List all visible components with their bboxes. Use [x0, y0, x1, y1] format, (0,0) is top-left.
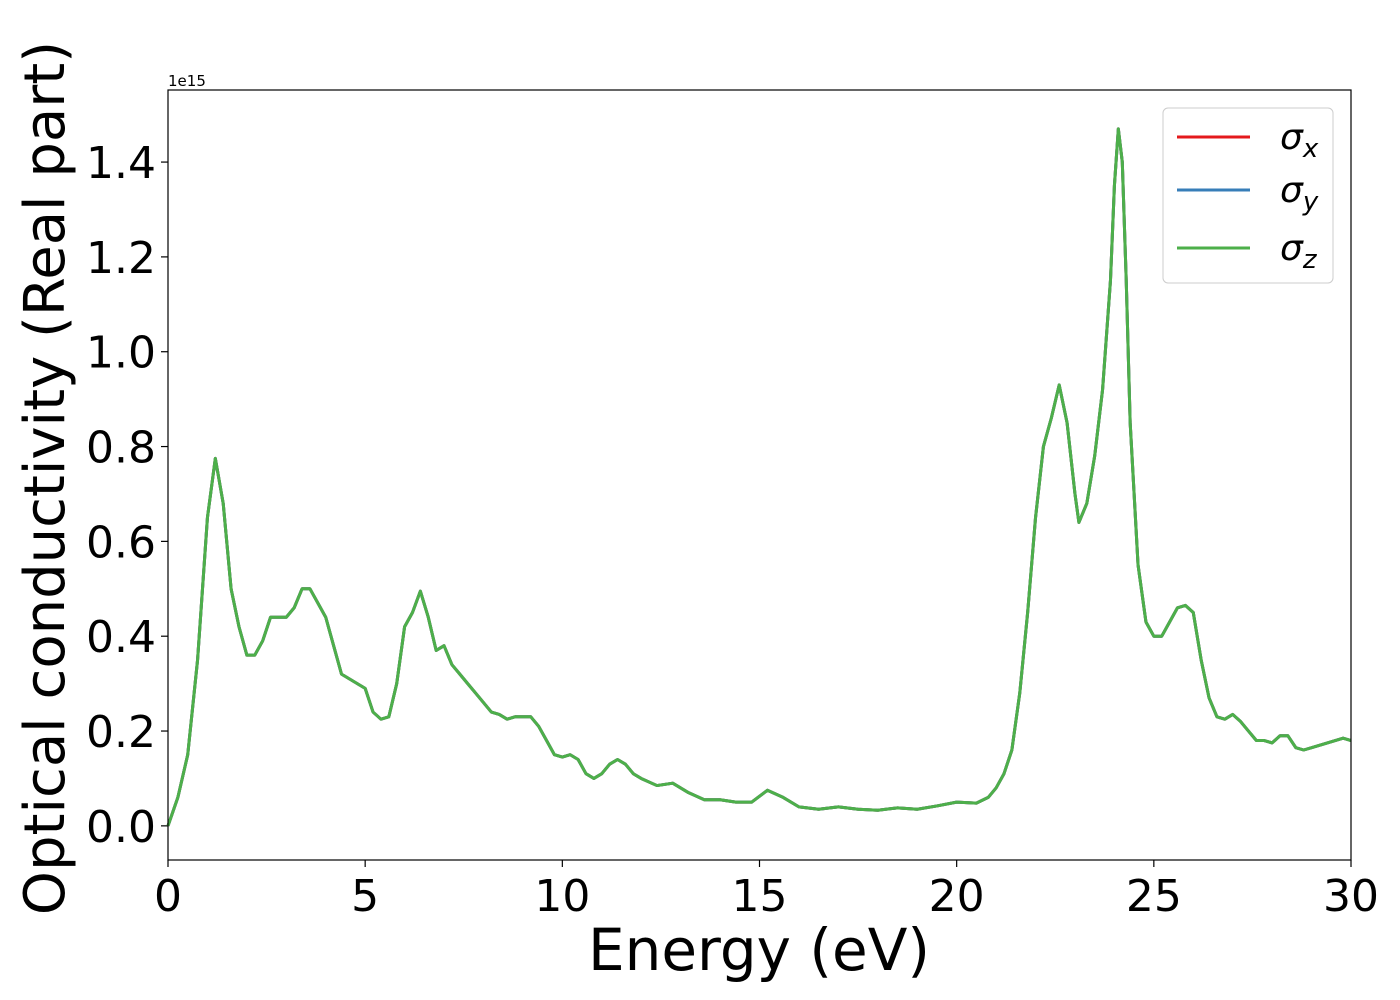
x-tick-label: 0 — [154, 871, 182, 922]
x-tick-label: 5 — [351, 871, 379, 922]
legend-label: σx — [1280, 117, 1319, 164]
legend-label: σy — [1280, 170, 1319, 217]
x-tick-label: 30 — [1323, 871, 1379, 922]
y-tick-label: 0.6 — [86, 517, 156, 568]
y-axis-label: Optical conductivity (Real part) — [13, 41, 78, 915]
offset-label: 1e15 — [168, 72, 206, 90]
y-tick-label: 0.2 — [86, 707, 156, 758]
y-tick-label: 1.0 — [86, 328, 156, 379]
x-axis-label: Energy (eV) — [588, 916, 930, 984]
x-tick-label: 20 — [929, 871, 985, 922]
y-tick-label: 1.4 — [86, 138, 156, 189]
x-tick-label: 10 — [534, 871, 590, 922]
y-tick-label: 0.0 — [86, 802, 156, 853]
legend-label: σz — [1280, 228, 1318, 275]
x-tick-label: 25 — [1126, 871, 1182, 922]
x-tick-label: 15 — [732, 871, 788, 922]
legend: σx σy σz — [1162, 107, 1334, 284]
y-tick-label: 0.4 — [86, 612, 156, 663]
legend-box — [1162, 107, 1334, 284]
series-line — [166, 127, 1352, 827]
y-tick-label: 0.8 — [86, 423, 156, 474]
y-tick-label: 1.2 — [86, 233, 156, 284]
plot-frame — [167, 89, 1352, 861]
